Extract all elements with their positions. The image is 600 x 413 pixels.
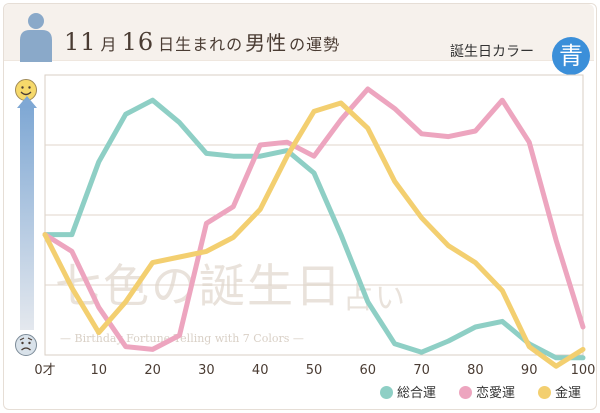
x-tick-label: 40 (252, 363, 269, 378)
legend-item: 金運 (538, 382, 581, 401)
legend-label: 総合運 (397, 386, 437, 401)
legend-label: 金運 (555, 386, 582, 401)
x-tick-label: 20 (144, 363, 161, 378)
legend-swatch (459, 386, 472, 399)
x-tick-label: 70 (413, 363, 430, 378)
page-title: 11 月 16 日生まれの 男性 の運勢 (62, 27, 342, 56)
legend-item: 恋愛運 (459, 382, 515, 401)
title-text: 日生まれの (158, 35, 244, 54)
header-bar: 11 月 16 日生まれの 男性 の運勢 誕生日カラー 青 (4, 4, 594, 75)
legend-swatch (538, 386, 551, 399)
series-line-3 (42, 100, 586, 369)
x-tick-label: 80 (467, 363, 484, 378)
title-day-number: 16 (121, 28, 155, 56)
title-month-char: 月 (100, 35, 118, 54)
chart-frame (3, 3, 597, 410)
x-tick-label: 50 (306, 363, 323, 378)
series-line-2 (42, 86, 586, 352)
birthday-color-label: 誕生日カラー (450, 44, 534, 60)
sad-face-icon (15, 334, 37, 356)
birthday-color-badge: 青 (552, 37, 590, 75)
happy-face-icon (15, 79, 37, 101)
x-tick-label: 30 (198, 363, 215, 378)
legend-swatch (380, 386, 393, 399)
title-month-number: 11 (64, 28, 97, 56)
title-gender: 男性 (245, 31, 288, 55)
scale-arrow-up-icon (17, 96, 37, 108)
x-tick-label: 60 (360, 363, 377, 378)
x-tick-label: 90 (521, 363, 538, 378)
legend-item: 総合運 (380, 382, 436, 401)
series-line-1 (42, 97, 586, 361)
x-tick-label: 100 (571, 363, 596, 378)
person-silhouette-icon (20, 13, 52, 62)
legend-label: 恋愛運 (476, 386, 516, 401)
fortune-scale-bar (20, 106, 34, 330)
x-tick-label: 0才 (34, 363, 55, 378)
title-tail: の運勢 (289, 35, 341, 54)
x-tick-label: 10 (91, 363, 108, 378)
